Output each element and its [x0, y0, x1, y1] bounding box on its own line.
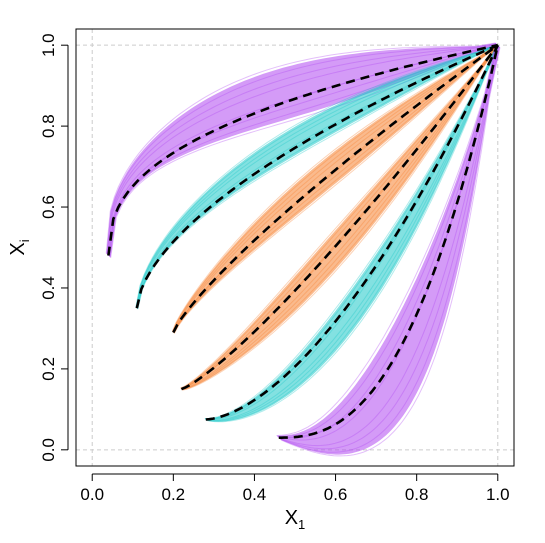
x-tick-label: 0.4: [243, 485, 267, 504]
x-axis: 0.0 0.2 0.4 0.6 0.8 1.0: [80, 473, 510, 504]
y-tick-label: 0.0: [39, 438, 58, 462]
sample-line-cyan-4: [205, 44, 498, 420]
y-axis-label-sub: i: [17, 239, 32, 242]
sample-line-cyan-4: [206, 45, 500, 423]
plot-frame: [75, 28, 515, 467]
x-tick-label: 0.8: [405, 485, 429, 504]
sample-line-orange-3: [181, 45, 499, 390]
sample-line-orange-2: [173, 45, 499, 334]
x-axis-label: X1: [285, 507, 306, 532]
x-tick-label: 1.0: [486, 485, 510, 504]
y-axis-label-main: X: [7, 242, 29, 255]
y-tick-label: 0.4: [39, 276, 58, 300]
sample-line-orange-3: [182, 45, 499, 391]
sample-line-orange-2: [172, 43, 498, 332]
y-tick-label: 0.6: [39, 195, 58, 219]
sample-line-purple-5: [279, 46, 500, 450]
sample-line-purple-0: [107, 44, 498, 256]
x-tick-label: 0.0: [80, 485, 104, 504]
sample-line-purple-0: [105, 42, 496, 254]
reference-lines: [76, 29, 514, 466]
sample-line-cyan-1: [137, 45, 499, 310]
median-curve-1: [135, 44, 499, 309]
sample-line-cyan-1: [136, 44, 498, 309]
sample-line-orange-2: [173, 45, 500, 334]
x-axis-label-sub: 1: [298, 517, 305, 532]
sample-line-cyan-4: [205, 45, 499, 421]
y-axis-label: Xi: [7, 239, 32, 255]
sample-line-orange-2: [172, 44, 498, 333]
median-curve-5: [278, 44, 500, 439]
sample-line-purple-0: [106, 43, 497, 254]
median-curve-2: [172, 44, 499, 334]
sample-line-cyan-4: [206, 45, 499, 422]
sample-line-orange-3: [182, 45, 500, 391]
sample-line-purple-5: [279, 45, 499, 447]
y-axis: 0.0 0.2 0.4 0.6 0.8 1.0: [39, 33, 69, 462]
x-tick-label: 0.6: [324, 485, 348, 504]
sample-line-orange-2: [173, 44, 499, 333]
sample-line-purple-0: [106, 43, 497, 255]
y-tick-label: 0.8: [39, 114, 58, 138]
x-tick-label: 0.2: [162, 485, 186, 504]
band-purple-5: [276, 43, 500, 455]
band-purple-0: [106, 43, 500, 258]
sample-line-orange-3: [181, 45, 499, 391]
sample-line-cyan-4: [206, 45, 499, 422]
median-curve-0: [107, 43, 499, 256]
median-curves-layer: [107, 43, 500, 439]
sample-line-cyan-1: [137, 45, 499, 310]
sample-line-purple-5: [277, 43, 497, 437]
sample-line-orange-3: [180, 44, 498, 390]
sample-line-orange-3: [180, 44, 498, 389]
sample-line-purple-5: [280, 46, 500, 453]
sample-line-orange-3: [180, 43, 498, 389]
sample-line-purple-5: [280, 47, 501, 457]
sample-line-cyan-1: [135, 43, 498, 308]
median-curve-3: [180, 44, 499, 391]
sample-line-purple-5: [276, 42, 496, 436]
sample-line-orange-2: [172, 44, 498, 333]
sample-line-orange-2: [173, 45, 499, 334]
sample-line-orange-2: [171, 43, 498, 332]
sample-line-cyan-1: [135, 44, 498, 308]
x-axis-label-main: X: [285, 507, 298, 529]
median-curve-4: [205, 44, 499, 421]
sample-line-cyan-4: [204, 43, 498, 419]
bands-layer: [105, 42, 501, 457]
y-tick-label: 1.0: [39, 33, 58, 57]
y-tick-label: 0.2: [39, 357, 58, 381]
sample-line-cyan-1: [135, 43, 497, 308]
